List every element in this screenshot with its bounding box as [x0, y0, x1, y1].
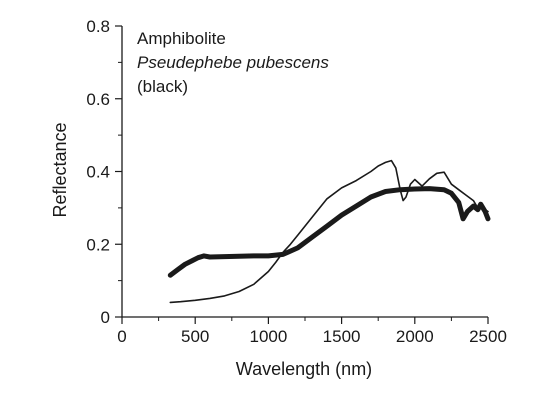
y-tick-label: 0.8	[86, 17, 110, 36]
plot-series	[167, 159, 491, 304]
x-tick-label: 1500	[323, 327, 361, 346]
x-tick-label: 1000	[249, 327, 287, 346]
series-line-thin	[169, 159, 489, 304]
y-tick-label: 0.2	[86, 235, 110, 254]
x-tick-label: 2000	[396, 327, 434, 346]
annotation-line: Amphibolite	[137, 29, 226, 48]
annotation-line: Pseudephebe pubescens	[137, 53, 329, 72]
y-tick-label: 0	[101, 308, 110, 327]
y-tick-label: 0.6	[86, 90, 110, 109]
x-axis-title: Wavelength (nm)	[236, 359, 372, 379]
x-tick-label: 500	[181, 327, 209, 346]
x-tick-label: 2500	[469, 327, 507, 346]
y-tick-label: 0.4	[86, 163, 110, 182]
axes: 0 500 1000 1500 2000 2500 0 0.2 0.4 0.6 0.8	[86, 17, 507, 346]
x-tick-label: 0	[117, 327, 126, 346]
annotation-line: (black)	[137, 77, 188, 96]
series-line-thick	[167, 186, 491, 278]
y-axis-title: Reflectance	[50, 122, 70, 217]
annotation: Amphibolite Pseudephebe pubescens (black)	[137, 29, 329, 96]
